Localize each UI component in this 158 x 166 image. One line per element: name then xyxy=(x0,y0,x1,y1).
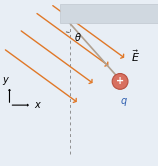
Text: +: + xyxy=(116,76,124,86)
Text: $\vec{E}$: $\vec{E}$ xyxy=(131,48,140,64)
Text: θ: θ xyxy=(75,33,81,43)
Text: x: x xyxy=(34,100,40,110)
Text: y: y xyxy=(3,75,8,85)
Text: q: q xyxy=(121,96,127,106)
Circle shape xyxy=(112,74,128,89)
Bar xyxy=(60,4,158,23)
